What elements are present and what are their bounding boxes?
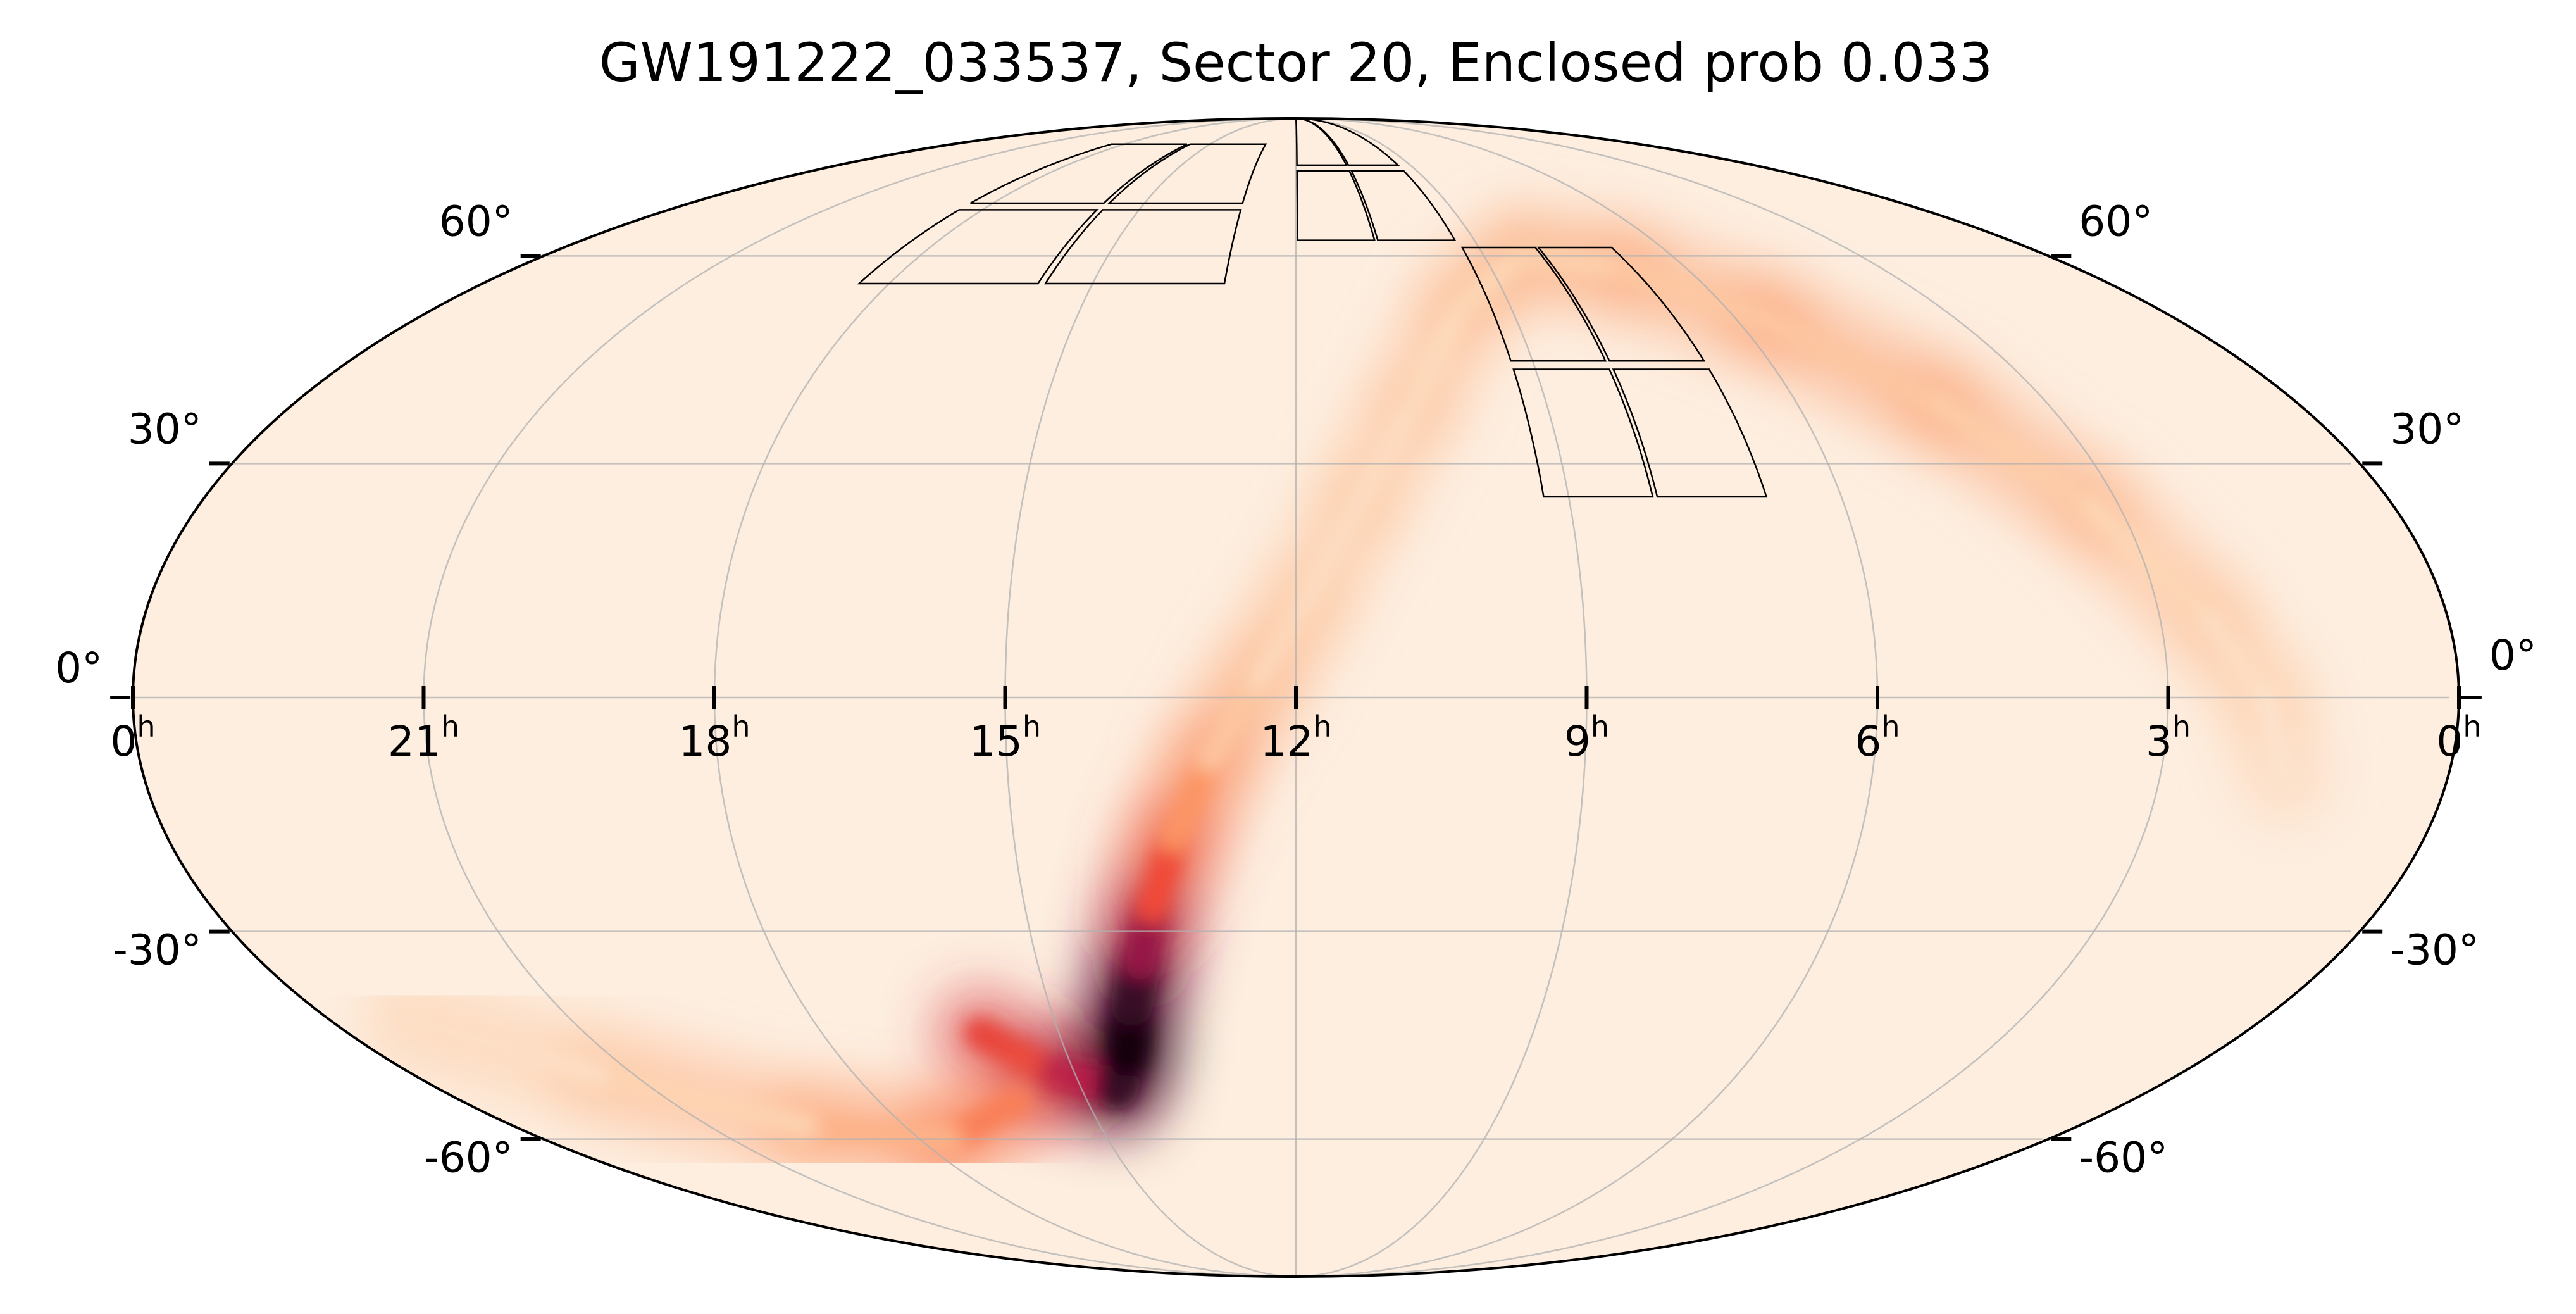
ra-tick-value: 12 bbox=[1260, 717, 1313, 766]
ra-tick-label: 9h bbox=[1564, 710, 1609, 766]
ra-tick-unit: h bbox=[2463, 710, 2481, 744]
ra-ticks: 0h 21h 18h 15h 12h 9h 6h 3h 0h bbox=[110, 686, 2482, 766]
dec-tick-label-right: -30° bbox=[2390, 926, 2479, 975]
ra-tick-unit: h bbox=[1881, 710, 1900, 744]
ra-tick-unit: h bbox=[1591, 710, 1609, 744]
dec-tick-label-left: 0° bbox=[55, 644, 103, 692]
probability-arc-segment bbox=[1449, 244, 1533, 319]
ra-tick-value: 15 bbox=[969, 717, 1023, 766]
ccd-footprint bbox=[857, 209, 1099, 285]
ra-tick-label: 3h bbox=[2146, 710, 2191, 766]
probability-arc-segment bbox=[1754, 308, 1952, 416]
ccd-footprint bbox=[969, 143, 1188, 204]
ra-tick-label: 0h bbox=[110, 710, 155, 766]
ra-tick-label: 6h bbox=[1855, 710, 1900, 766]
dec-tick-label-left: -30° bbox=[113, 926, 202, 975]
ccd-footprint bbox=[1350, 170, 1457, 241]
ccd-footprint bbox=[1296, 170, 1376, 241]
ra-tick-value: 9 bbox=[1564, 717, 1591, 766]
ccd-footprint bbox=[1043, 209, 1242, 285]
ra-tick-label: 18h bbox=[678, 710, 750, 766]
probability-arc-segment bbox=[1510, 244, 1633, 280]
ra-tick-unit: h bbox=[137, 710, 155, 744]
camera-footprint bbox=[1460, 246, 1768, 498]
probability-tail-segment bbox=[795, 1113, 964, 1152]
ccd-footprint bbox=[1612, 368, 1768, 498]
ra-tick-label: 12h bbox=[1260, 710, 1331, 766]
dec-tick-label-right: 60° bbox=[2079, 197, 2153, 246]
probability-tail-segment bbox=[399, 1008, 608, 1086]
ra-tick-label: 15h bbox=[969, 710, 1041, 766]
probability-tail-segment bbox=[936, 1087, 1033, 1154]
dec-tick-label-left: -60° bbox=[424, 1134, 513, 1182]
probability-arc-core bbox=[964, 244, 2296, 1110]
probability-arc-segment bbox=[2255, 687, 2296, 787]
ra-tick-value: 18 bbox=[678, 717, 731, 766]
ccd-footprint bbox=[1536, 246, 1706, 362]
ra-tick-unit: h bbox=[731, 710, 750, 744]
dec-tick-label-left: 30° bbox=[128, 404, 202, 453]
probability-heatmap bbox=[362, 208, 2332, 1187]
ccd-footprint bbox=[1107, 143, 1267, 204]
camera-footprint bbox=[857, 143, 1267, 285]
ra-tick-label: 21h bbox=[388, 710, 459, 766]
ra-tick-value: 0 bbox=[2436, 717, 2463, 766]
probability-arc-segment bbox=[1160, 747, 1223, 853]
ra-tick-value: 6 bbox=[1855, 717, 1881, 766]
probability-arc-segment bbox=[1348, 393, 1424, 513]
dec-ticks: 60° 60° 30° 30° 0° 0° -30° -30° -60° -60° bbox=[55, 197, 2537, 1182]
ra-tick-unit: h bbox=[2172, 710, 2191, 744]
ra-tick-value: 3 bbox=[2146, 717, 2172, 766]
ra-tick-unit: h bbox=[1023, 710, 1041, 744]
probability-arc-segment bbox=[1402, 296, 1472, 416]
ra-tick-label: 0h bbox=[2436, 710, 2481, 766]
probability-arc-segment bbox=[1246, 591, 1317, 693]
ra-tick-value: 21 bbox=[388, 717, 441, 766]
ra-tick-unit: h bbox=[1313, 710, 1331, 744]
probability-arc-segment bbox=[2082, 497, 2220, 630]
probability-arc-segment bbox=[1609, 256, 1779, 333]
probability-tail-segment bbox=[585, 1063, 819, 1139]
dec-tick-label-right: 0° bbox=[2489, 631, 2537, 680]
dec-tick-label-right: -60° bbox=[2079, 1134, 2168, 1182]
probability-tail-core bbox=[399, 1008, 1033, 1154]
ra-tick-unit: h bbox=[441, 710, 459, 744]
chart-title: GW191222_033537, Sector 20, Enclosed pro… bbox=[599, 32, 1993, 94]
dec-tick-label-left: 60° bbox=[439, 197, 513, 246]
ccd-footprint bbox=[1512, 368, 1654, 498]
probability-arc-segment bbox=[1927, 392, 2105, 522]
probability-arc-segment bbox=[1295, 491, 1371, 614]
probability-arc-segment bbox=[1197, 669, 1269, 773]
ccd-footprint bbox=[1460, 246, 1607, 362]
probability-arc-segment bbox=[2197, 607, 2276, 708]
dec-tick-label-right: 30° bbox=[2390, 404, 2464, 453]
ra-tick-value: 0 bbox=[110, 717, 137, 766]
